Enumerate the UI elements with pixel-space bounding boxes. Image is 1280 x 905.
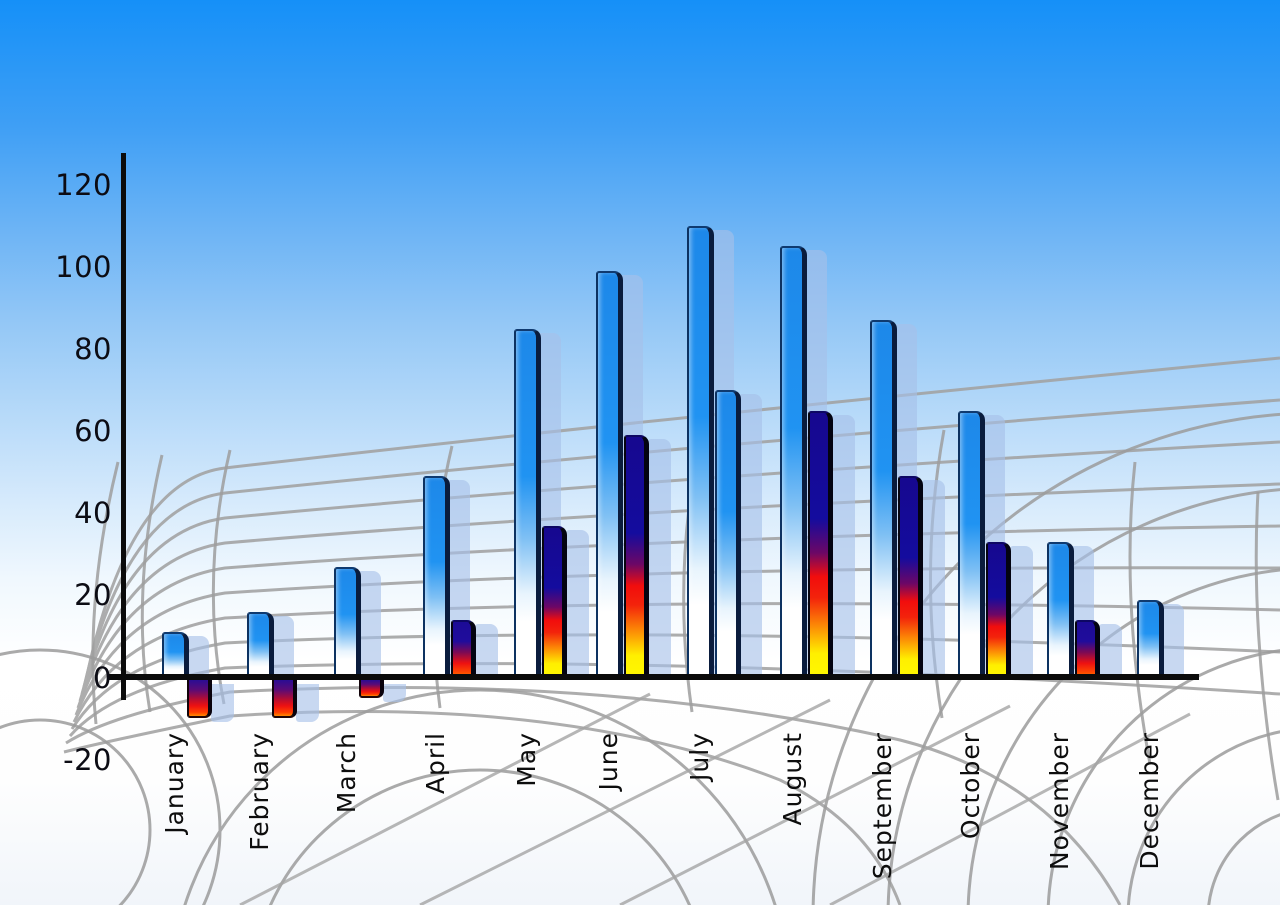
x-label-october: October <box>956 732 985 840</box>
y-tick-label-40: 40 <box>74 496 112 531</box>
bar-primary-may <box>514 328 541 678</box>
bar-secondary-november <box>1075 620 1100 678</box>
bar-shadow-december <box>1161 603 1184 681</box>
y-tick-label-100: 100 <box>55 250 112 284</box>
negative-bar-shadow-march <box>383 684 406 702</box>
secondary-bar-shadow-june <box>648 439 671 681</box>
x-label-november: November <box>1045 732 1074 871</box>
bar-primary-january <box>162 632 189 678</box>
bar-secondary-january <box>187 680 212 719</box>
secondary-bar-shadow-september <box>922 480 945 681</box>
bar-primary-september <box>870 320 897 678</box>
bar-secondary-october <box>986 542 1011 678</box>
x-label-may: May <box>512 732 541 787</box>
x-label-march: March <box>332 732 361 814</box>
grid-corner-arcs <box>0 412 1280 905</box>
negative-bar-shadow-february <box>296 684 319 723</box>
secondary-bar-shadow-july <box>739 394 762 681</box>
bar-shadow-january <box>186 636 209 681</box>
bar-primary-july <box>687 225 714 678</box>
bar-primary-august <box>780 246 807 678</box>
x-label-february: February <box>245 732 274 851</box>
x-label-august: August <box>778 732 807 826</box>
secondary-bar-shadow-august <box>832 414 855 681</box>
grid-floor-diagonals <box>239 692 1191 905</box>
y-tick-label--20: -20 <box>63 742 112 777</box>
bar-primary-april <box>423 476 450 678</box>
bar-secondary-may <box>542 525 567 678</box>
secondary-bar-shadow-october <box>1010 546 1033 681</box>
bar-primary-november <box>1047 542 1074 678</box>
x-label-july: July <box>685 732 714 781</box>
bar-secondary-june <box>624 435 649 678</box>
x-label-september: September <box>868 732 897 880</box>
secondary-bar-shadow-may <box>566 529 589 681</box>
bar-secondary-september <box>898 476 923 678</box>
bar-secondary-august <box>808 410 833 678</box>
x-label-december: December <box>1135 732 1164 870</box>
bar-primary-february <box>247 611 274 678</box>
bar-primary-december <box>1137 599 1164 678</box>
bar-shadow-march <box>358 570 381 681</box>
secondary-bar-shadow-april <box>475 624 498 681</box>
x-label-june: June <box>594 732 623 791</box>
bar-secondary-february <box>272 680 297 719</box>
y-tick-label-0: 0 <box>93 660 112 695</box>
y-axis-line <box>121 153 126 700</box>
y-tick-label-20: 20 <box>74 578 112 613</box>
x-label-january: January <box>160 732 189 834</box>
bar-primary-march <box>334 566 361 678</box>
bar-secondary-march <box>359 680 384 698</box>
negative-bar-shadow-january <box>211 684 234 723</box>
x-axis-line <box>107 674 1199 680</box>
bar-secondary-july <box>715 390 741 678</box>
bar-primary-june <box>596 271 623 678</box>
bar-secondary-april <box>451 620 476 678</box>
y-tick-label-60: 60 <box>74 414 112 449</box>
bar-shadow-february <box>271 615 294 681</box>
y-tick-label-120: 120 <box>55 167 112 202</box>
secondary-bar-shadow-november <box>1099 624 1122 681</box>
bar-primary-october <box>958 410 985 678</box>
y-tick-label-80: 80 <box>74 332 112 367</box>
x-label-april: April <box>421 732 450 795</box>
